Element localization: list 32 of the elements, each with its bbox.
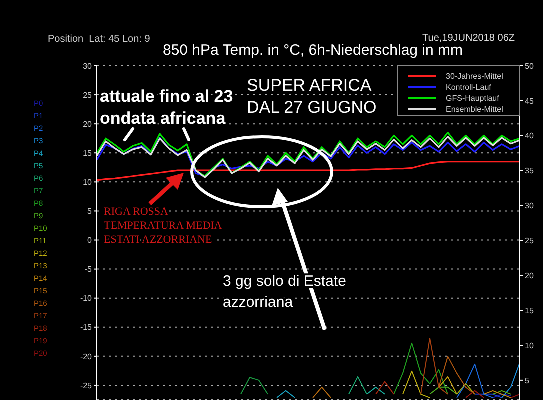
y2-tick-label: 35 (525, 166, 534, 176)
chart-subtitle: Position Lat: 45 Lon: 9 (48, 34, 151, 45)
y-tick-label: 25 (83, 90, 93, 100)
text: Tue,19JUN2018 06Z (422, 33, 515, 44)
y2-tick-label: 5 (525, 376, 530, 386)
y-tick-label: -20 (80, 352, 93, 362)
y-tick-label: 30 (83, 62, 93, 71)
legend-label: Ensemble-Mittel (446, 105, 504, 114)
y-tick-label: -25 (80, 381, 93, 390)
y2-tick-label: 40 (525, 132, 534, 141)
annotation: RIGA ROSSA TEMPERATURA MEDIA ESTATI AZZORRIANE (104, 206, 222, 246)
annotation: SUPER AFRICA DAL 27 GIUGNO (247, 76, 377, 117)
annotation: attuale fino al 23 ondata africana (100, 87, 234, 128)
legend-label: 30-Jahres-Mittel (446, 72, 504, 81)
legend-label: GFS-Hauptlauf (446, 94, 500, 103)
legend-label: Kontroll-Lauf (446, 83, 492, 92)
y-tick-label: 5 (88, 207, 93, 216)
y-tick-label: 15 (83, 148, 93, 158)
y2-tick-label: 25 (525, 236, 534, 246)
y2-tick-label: 10 (525, 341, 534, 350)
chart-title: 850 hPa Temp. in °C, 6h-Niederschlag in mm (162, 42, 464, 59)
y2-tick-label: 50 (525, 62, 534, 71)
y2-tick-label: 30 (525, 202, 534, 211)
y-tick-label: 0 (88, 236, 93, 246)
y-tick-label: -15 (80, 323, 93, 332)
y-tick-label: -10 (80, 294, 93, 304)
y-tick-label: -5 (84, 265, 93, 274)
y2-tick-label: 20 (525, 271, 534, 280)
y-tick-label: 20 (83, 120, 93, 129)
y-tick-label: 10 (83, 178, 93, 188)
y2-tick-label: 15 (525, 306, 534, 316)
y2-tick-label: 45 (525, 96, 534, 106)
